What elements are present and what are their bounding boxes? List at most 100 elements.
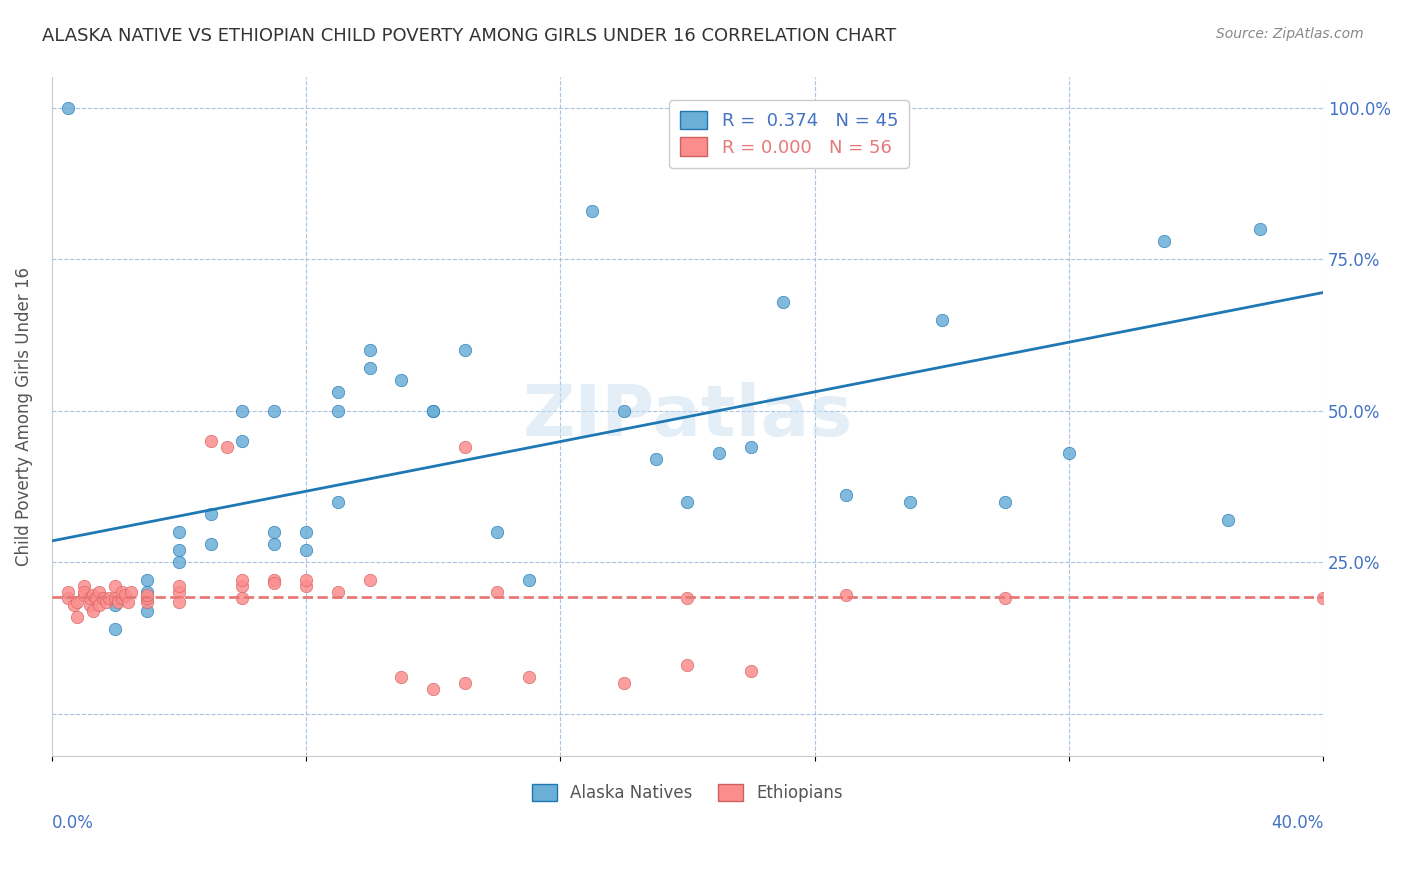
Point [676, 494, 699, 508]
Point [231, 574, 253, 588]
Point [263, 576, 285, 591]
Point [104, 579, 127, 593]
Point [79, 591, 101, 606]
Point [79, 598, 101, 612]
Point [263, 524, 285, 539]
Point [200, 507, 222, 521]
Point [94, 594, 117, 608]
Point [104, 622, 127, 636]
Point [676, 591, 699, 606]
Point [117, 594, 139, 608]
Point [1249, 222, 1271, 236]
Point [136, 604, 159, 618]
Point [295, 524, 318, 539]
Point [517, 574, 540, 588]
Point [454, 440, 477, 454]
Legend: Alaska Natives, Ethiopians: Alaska Natives, Ethiopians [526, 777, 849, 809]
Point [136, 594, 159, 608]
Text: 40.0%: 40.0% [1271, 814, 1323, 831]
Point [485, 585, 508, 599]
Point [326, 494, 349, 508]
Point [104, 598, 127, 612]
Point [72, 589, 94, 603]
Point [167, 594, 190, 608]
Point [97, 591, 120, 606]
Point [1216, 513, 1239, 527]
Point [56, 591, 79, 606]
Point [326, 403, 349, 417]
Point [84, 591, 107, 606]
Point [56, 101, 79, 115]
Point [613, 403, 636, 417]
Point [994, 494, 1017, 508]
Point [454, 343, 477, 357]
Point [422, 682, 444, 697]
Point [200, 537, 222, 551]
Point [422, 403, 444, 417]
Point [111, 585, 134, 599]
Point [740, 664, 762, 678]
Point [167, 579, 190, 593]
Point [136, 585, 159, 599]
Point [231, 591, 253, 606]
Point [82, 604, 104, 618]
Point [359, 343, 381, 357]
Point [167, 543, 190, 558]
Point [136, 589, 159, 603]
Text: Source: ZipAtlas.com: Source: ZipAtlas.com [1216, 27, 1364, 41]
Point [485, 524, 508, 539]
Y-axis label: Child Poverty Among Girls Under 16: Child Poverty Among Girls Under 16 [15, 268, 32, 566]
Point [66, 609, 89, 624]
Point [167, 585, 190, 599]
Point [114, 589, 136, 603]
Point [740, 131, 762, 145]
Point [295, 574, 318, 588]
Point [613, 676, 636, 690]
Point [295, 579, 318, 593]
Point [89, 585, 111, 599]
Text: 0.0%: 0.0% [52, 814, 94, 831]
Point [120, 585, 142, 599]
Point [263, 537, 285, 551]
Point [422, 403, 444, 417]
Point [454, 676, 477, 690]
Point [389, 670, 412, 684]
Point [359, 361, 381, 376]
Point [1153, 234, 1175, 248]
Point [72, 579, 94, 593]
Point [167, 555, 190, 569]
Point [63, 598, 86, 612]
Point [231, 434, 253, 448]
Point [644, 452, 666, 467]
Point [326, 385, 349, 400]
Point [389, 373, 412, 387]
Point [136, 574, 159, 588]
Point [263, 403, 285, 417]
Point [772, 294, 794, 309]
Point [676, 658, 699, 673]
Point [1312, 591, 1334, 606]
Point [136, 591, 159, 606]
Point [107, 594, 129, 608]
Point [66, 594, 89, 608]
Point [200, 434, 222, 448]
Text: ZIPatlas: ZIPatlas [523, 383, 852, 451]
Point [91, 591, 114, 606]
Point [263, 574, 285, 588]
Point [359, 574, 381, 588]
Point [167, 524, 190, 539]
Point [709, 446, 731, 460]
Point [835, 488, 858, 502]
Point [215, 440, 238, 454]
Point [104, 591, 127, 606]
Point [835, 589, 858, 603]
Text: ALASKA NATIVE VS ETHIOPIAN CHILD POVERTY AMONG GIRLS UNDER 16 CORRELATION CHART: ALASKA NATIVE VS ETHIOPIAN CHILD POVERTY… [42, 27, 897, 45]
Point [740, 440, 762, 454]
Point [89, 598, 111, 612]
Point [898, 494, 921, 508]
Point [231, 579, 253, 593]
Point [326, 585, 349, 599]
Point [72, 585, 94, 599]
Point [231, 403, 253, 417]
Point [581, 203, 603, 218]
